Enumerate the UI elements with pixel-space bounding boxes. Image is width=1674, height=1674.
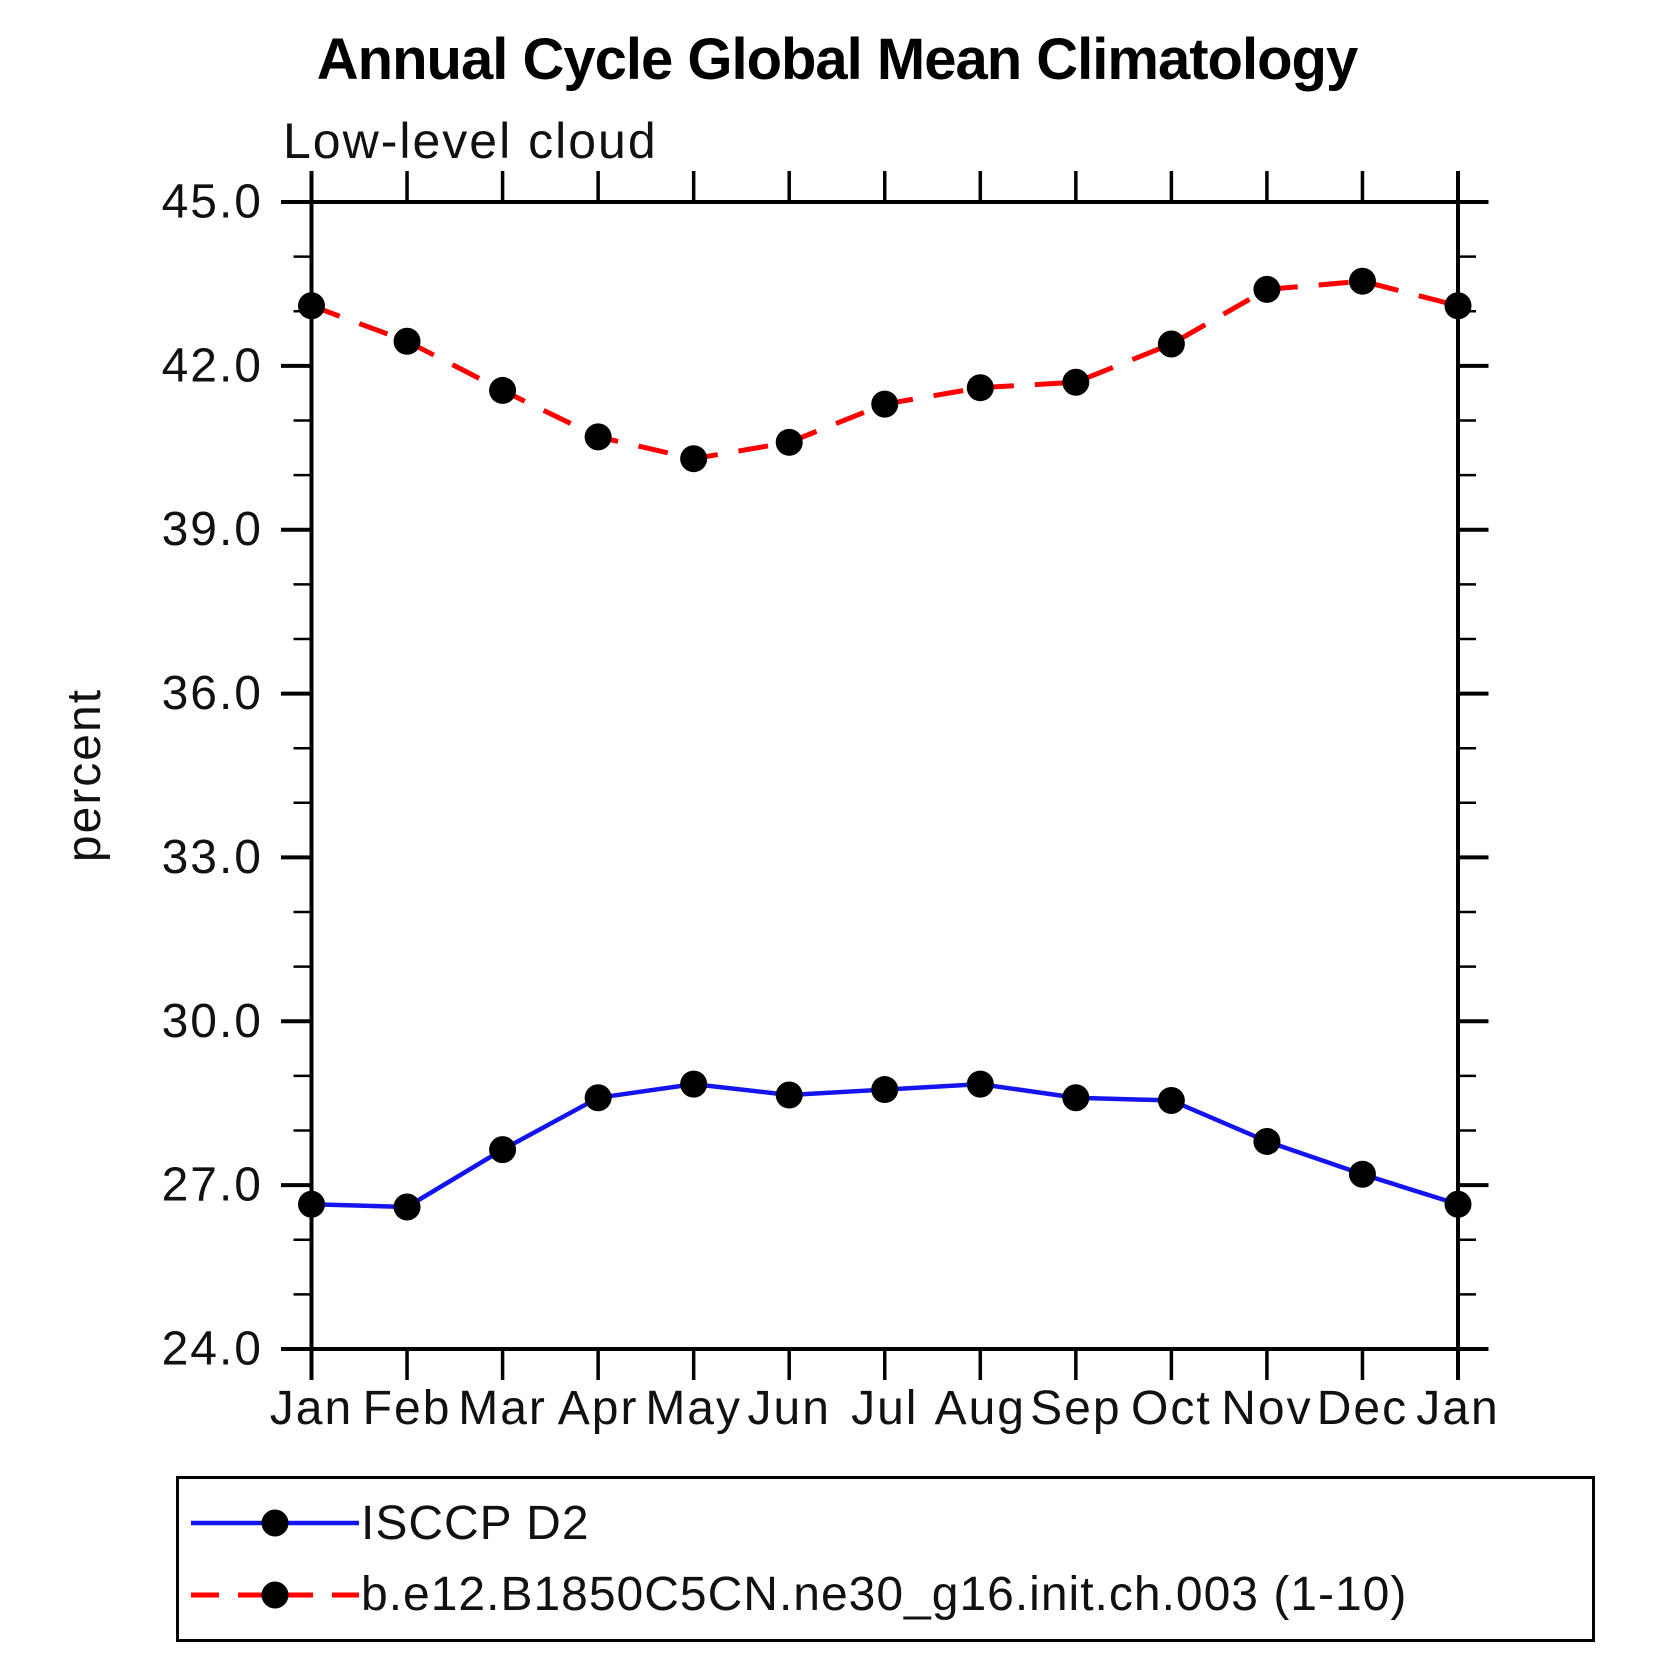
legend-item-0: ISCCP D2 — [191, 1496, 1592, 1551]
x-tick-label: Oct — [1131, 1382, 1212, 1435]
data-point-marker — [393, 1193, 421, 1221]
data-point-marker — [680, 445, 708, 473]
legend-label: b.e12.B1850C5CN.ne30_g16.init.ch.003 (1-… — [361, 1568, 1408, 1622]
data-point-marker — [1253, 275, 1281, 303]
data-point-marker — [1348, 1160, 1376, 1188]
y-axis-title: percent — [58, 688, 111, 862]
legend-swatch-solid-line — [191, 1509, 359, 1537]
data-point-marker — [1444, 292, 1472, 320]
data-point-marker — [298, 1190, 325, 1218]
data-point-marker — [1157, 1086, 1185, 1114]
chart-legend: ISCCP D2 b.e12.B1850C5CN.ne30_g16.init.ch… — [176, 1476, 1595, 1642]
line-chart-plot: Jan Feb Mar Apr May Jun Jul Aug Sep Oct Nov Dec Jan4… — [58, 171, 1499, 1435]
x-tick-label: Dec — [1317, 1382, 1408, 1435]
chart-subtitle: Low-level cloud — [283, 113, 658, 169]
y-tick-label: 39.0 — [162, 503, 263, 556]
data-point-marker — [1444, 1190, 1472, 1218]
data-point-marker — [1157, 330, 1185, 358]
data-point-marker — [584, 423, 612, 451]
data-point-marker — [393, 327, 421, 355]
series-line-1 — [310, 278, 1459, 462]
x-tick-label: Jul — [851, 1382, 918, 1435]
legend-marker-dot — [261, 1581, 289, 1609]
y-tick-label: 24.0 — [162, 1323, 263, 1376]
data-point-marker — [775, 428, 803, 456]
data-point-marker — [966, 1070, 994, 1098]
y-tick-label: 42.0 — [162, 339, 263, 392]
data-point-marker — [489, 376, 517, 404]
x-tick-label: Mar — [458, 1382, 547, 1435]
x-tick-label: Jun — [748, 1382, 831, 1435]
x-tick-label: May — [645, 1382, 742, 1435]
data-point-marker — [1253, 1127, 1281, 1155]
legend-item-1: b.e12.B1850C5CN.ne30_g16.init.ch.003 (1-… — [191, 1567, 1592, 1622]
data-point-marker — [775, 1081, 803, 1109]
y-tick-label: 30.0 — [162, 995, 263, 1048]
data-point-marker — [871, 390, 899, 418]
legend-label: ISCCP D2 — [361, 1496, 590, 1550]
data-point-marker — [489, 1136, 517, 1164]
y-tick-label: 33.0 — [162, 831, 263, 884]
data-point-marker — [966, 374, 994, 402]
legend-swatch-dashed-line — [191, 1581, 359, 1609]
data-point-marker — [298, 292, 325, 320]
data-point-marker — [680, 1070, 708, 1098]
data-point-marker — [1348, 267, 1376, 295]
x-tick-label: Feb — [363, 1382, 452, 1435]
x-tick-label: Jan — [270, 1382, 353, 1435]
page-title: Annual Cycle Global Mean Climatology — [316, 27, 1358, 92]
y-tick-label: 45.0 — [162, 176, 263, 229]
x-tick-label: Nov — [1221, 1382, 1312, 1435]
y-tick-label: 36.0 — [162, 667, 263, 720]
y-tick-label: 27.0 — [162, 1159, 263, 1212]
data-point-marker — [1062, 368, 1090, 396]
x-tick-label: Jan — [1416, 1382, 1499, 1435]
x-tick-label: Aug — [935, 1382, 1026, 1435]
data-point-marker — [871, 1076, 899, 1104]
legend-marker-dot — [261, 1509, 289, 1537]
data-point-marker — [1062, 1084, 1090, 1112]
data-point-marker — [584, 1084, 612, 1112]
x-tick-label: Apr — [558, 1382, 639, 1435]
x-tick-label: Sep — [1030, 1382, 1121, 1435]
